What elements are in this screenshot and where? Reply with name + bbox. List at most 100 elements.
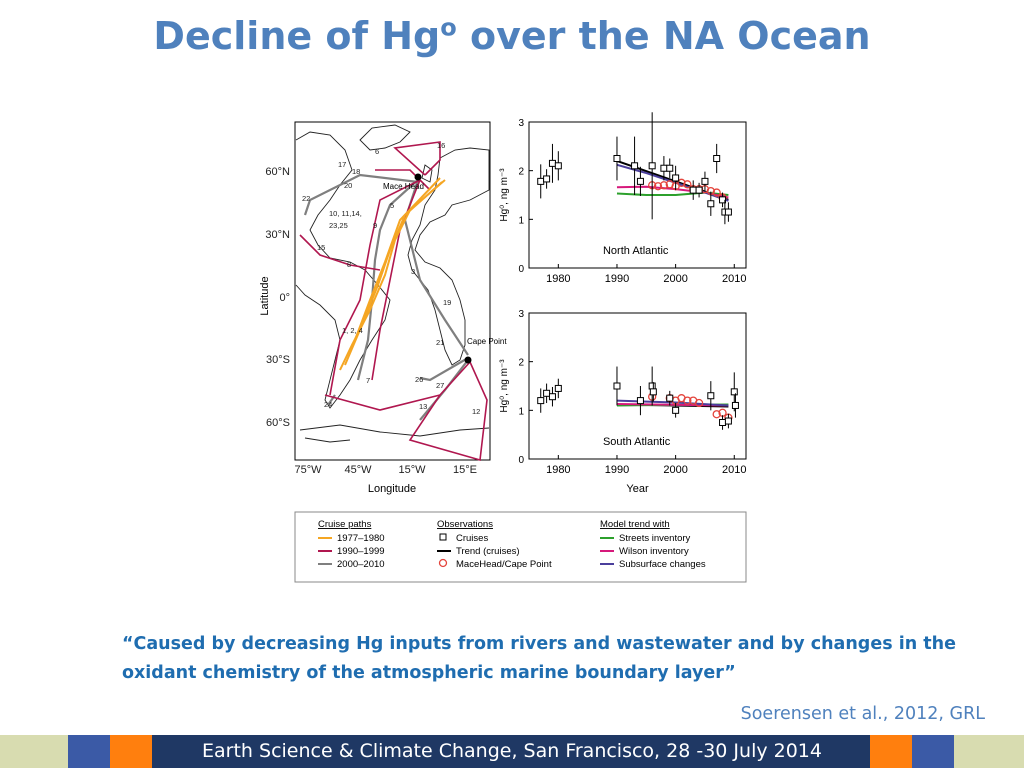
station-point (694, 398, 704, 408)
x-tick-label: 2000 (663, 273, 687, 285)
x-tick-label: 2010 (722, 464, 746, 476)
panel-title: North Atlantic (603, 245, 669, 257)
legend-item-label: 1977–1980 (337, 533, 385, 544)
cruise-label: 27 (436, 381, 444, 390)
cruise-label: 7 (366, 376, 370, 385)
mace-head-marker (414, 173, 422, 181)
cruise-number-labels: 16 17 18 6 20 22 10, 11,14, 23,25 5 9 15… (302, 141, 480, 416)
y-tick-label: 0 (518, 264, 524, 275)
y-tick-label: 0 (518, 455, 524, 466)
cruise-point (613, 382, 621, 390)
cruise-point (707, 392, 715, 400)
legend-item-label: Streets inventory (619, 533, 691, 544)
cruise-point (537, 177, 545, 185)
mace-head-label: Mace Head (383, 182, 424, 191)
cruise-point (554, 162, 562, 170)
cruise-point (730, 388, 738, 396)
cruise-point (731, 401, 739, 409)
cruise-label: 10, 11,14, (329, 209, 362, 218)
title-rest: over the NA Ocean (456, 14, 871, 58)
cruise-label: 8 (347, 260, 351, 269)
figure: Mace Head Cape Point 16 17 18 6 20 22 10… (259, 112, 747, 583)
y-axis-label: Hg⁰, ng m⁻³ (499, 168, 510, 222)
citation: Soerensen et al., 2012, GRL (740, 704, 985, 724)
legend: Cruise paths 1977–1980 1990–1999 2000–2010 O… (294, 511, 747, 583)
legend-square-swatch (439, 533, 447, 541)
lat-tick: 30°N (265, 229, 290, 241)
north-atlantic-chart: 0 1 2 3 1980 1990 2000 2010 Hg⁰, ng m⁻³ North Atl… (499, 112, 747, 285)
title-superscript: o (440, 13, 457, 42)
legend-group-title: Model trend with (600, 519, 670, 530)
cruise-label: 24 (324, 400, 332, 409)
legend-item-label: 1990–1999 (337, 546, 385, 557)
legend-item-label: Wilson inventory (619, 546, 689, 557)
cruise-map: Mace Head Cape Point 16 17 18 6 20 22 10… (259, 121, 507, 495)
cruise-point (719, 196, 727, 204)
legend-group-title: Cruise paths (318, 519, 372, 530)
footer-text: Earth Science & Climate Change, San Fran… (202, 740, 822, 762)
lon-tick: 15°W (398, 464, 426, 476)
cruise-point (701, 177, 709, 185)
cruise-point (631, 162, 639, 170)
lat-tick: 0° (279, 292, 290, 304)
cruise-point (713, 155, 721, 162)
cruise-point (672, 406, 680, 414)
cruise-label: 5 (390, 201, 394, 210)
cruise-label: 18 (352, 167, 360, 176)
panel-title: South Atlantic (603, 436, 671, 448)
slide-title: Decline of Hgo over the NA Ocean (0, 14, 1024, 58)
cruise-point (660, 164, 668, 172)
station-point (683, 180, 692, 189)
x-tick-label: 2010 (722, 273, 746, 285)
station-point (659, 181, 669, 190)
cruise-label: 13 (419, 402, 427, 411)
cruise-label: 6 (375, 147, 379, 156)
y-tick-label: 3 (518, 309, 524, 320)
cape-point-label: Cape Point (467, 337, 507, 346)
cruise-point (666, 394, 674, 402)
cruise-label: 21 (436, 338, 444, 347)
cruise-label: 19 (443, 298, 451, 307)
quote-text: “Caused by decreasing Hg inputs from riv… (122, 634, 956, 683)
map-xlabel: Longitude (368, 483, 416, 495)
cruise-point (537, 397, 545, 405)
footer-block (0, 735, 68, 768)
x-tick-label: 1980 (546, 464, 570, 476)
x-tick-label: 1980 (546, 273, 570, 285)
cruise-point (724, 417, 732, 425)
station-point (683, 396, 692, 405)
title-main: Decline of Hg (153, 14, 441, 58)
cruise-label: 3 (411, 267, 415, 276)
cruise-point (636, 397, 644, 405)
legend-frame (294, 511, 747, 583)
station-point (712, 188, 721, 197)
footer-block (152, 735, 870, 768)
map-ylabel: Latitude (259, 276, 271, 315)
lat-tick: 60°N (265, 166, 290, 178)
cruise-label: 17 (338, 160, 346, 169)
cruise-point (724, 208, 732, 216)
cruise-point (707, 200, 715, 208)
lon-tick: 45°W (344, 464, 372, 476)
cruise-point (543, 175, 551, 183)
plot-frame (528, 312, 747, 460)
y-tick-label: 1 (518, 406, 524, 417)
station-point (712, 410, 721, 419)
legend-circle-swatch (438, 558, 448, 568)
footer-block (68, 735, 110, 768)
cruise-point (648, 382, 656, 390)
cruise-label: 23,25 (329, 221, 348, 230)
cruise-label: 26 (415, 375, 423, 384)
cruise-label: 9 (373, 221, 377, 230)
cruise-point (636, 177, 644, 185)
legend-item-label: MaceHead/Cape Point (456, 559, 552, 570)
cruise-point (648, 162, 656, 170)
cruise-point (689, 186, 697, 194)
map-lat-ticks: 60°N 30°N 0° 30°S 60°S (265, 166, 290, 429)
y-tick-label: 2 (518, 358, 524, 369)
cruise-label: 22 (302, 194, 310, 203)
x-tick-label: 1990 (605, 273, 629, 285)
cruise-point (613, 155, 621, 162)
footer-block (110, 735, 152, 768)
lon-tick: 75°W (294, 464, 322, 476)
